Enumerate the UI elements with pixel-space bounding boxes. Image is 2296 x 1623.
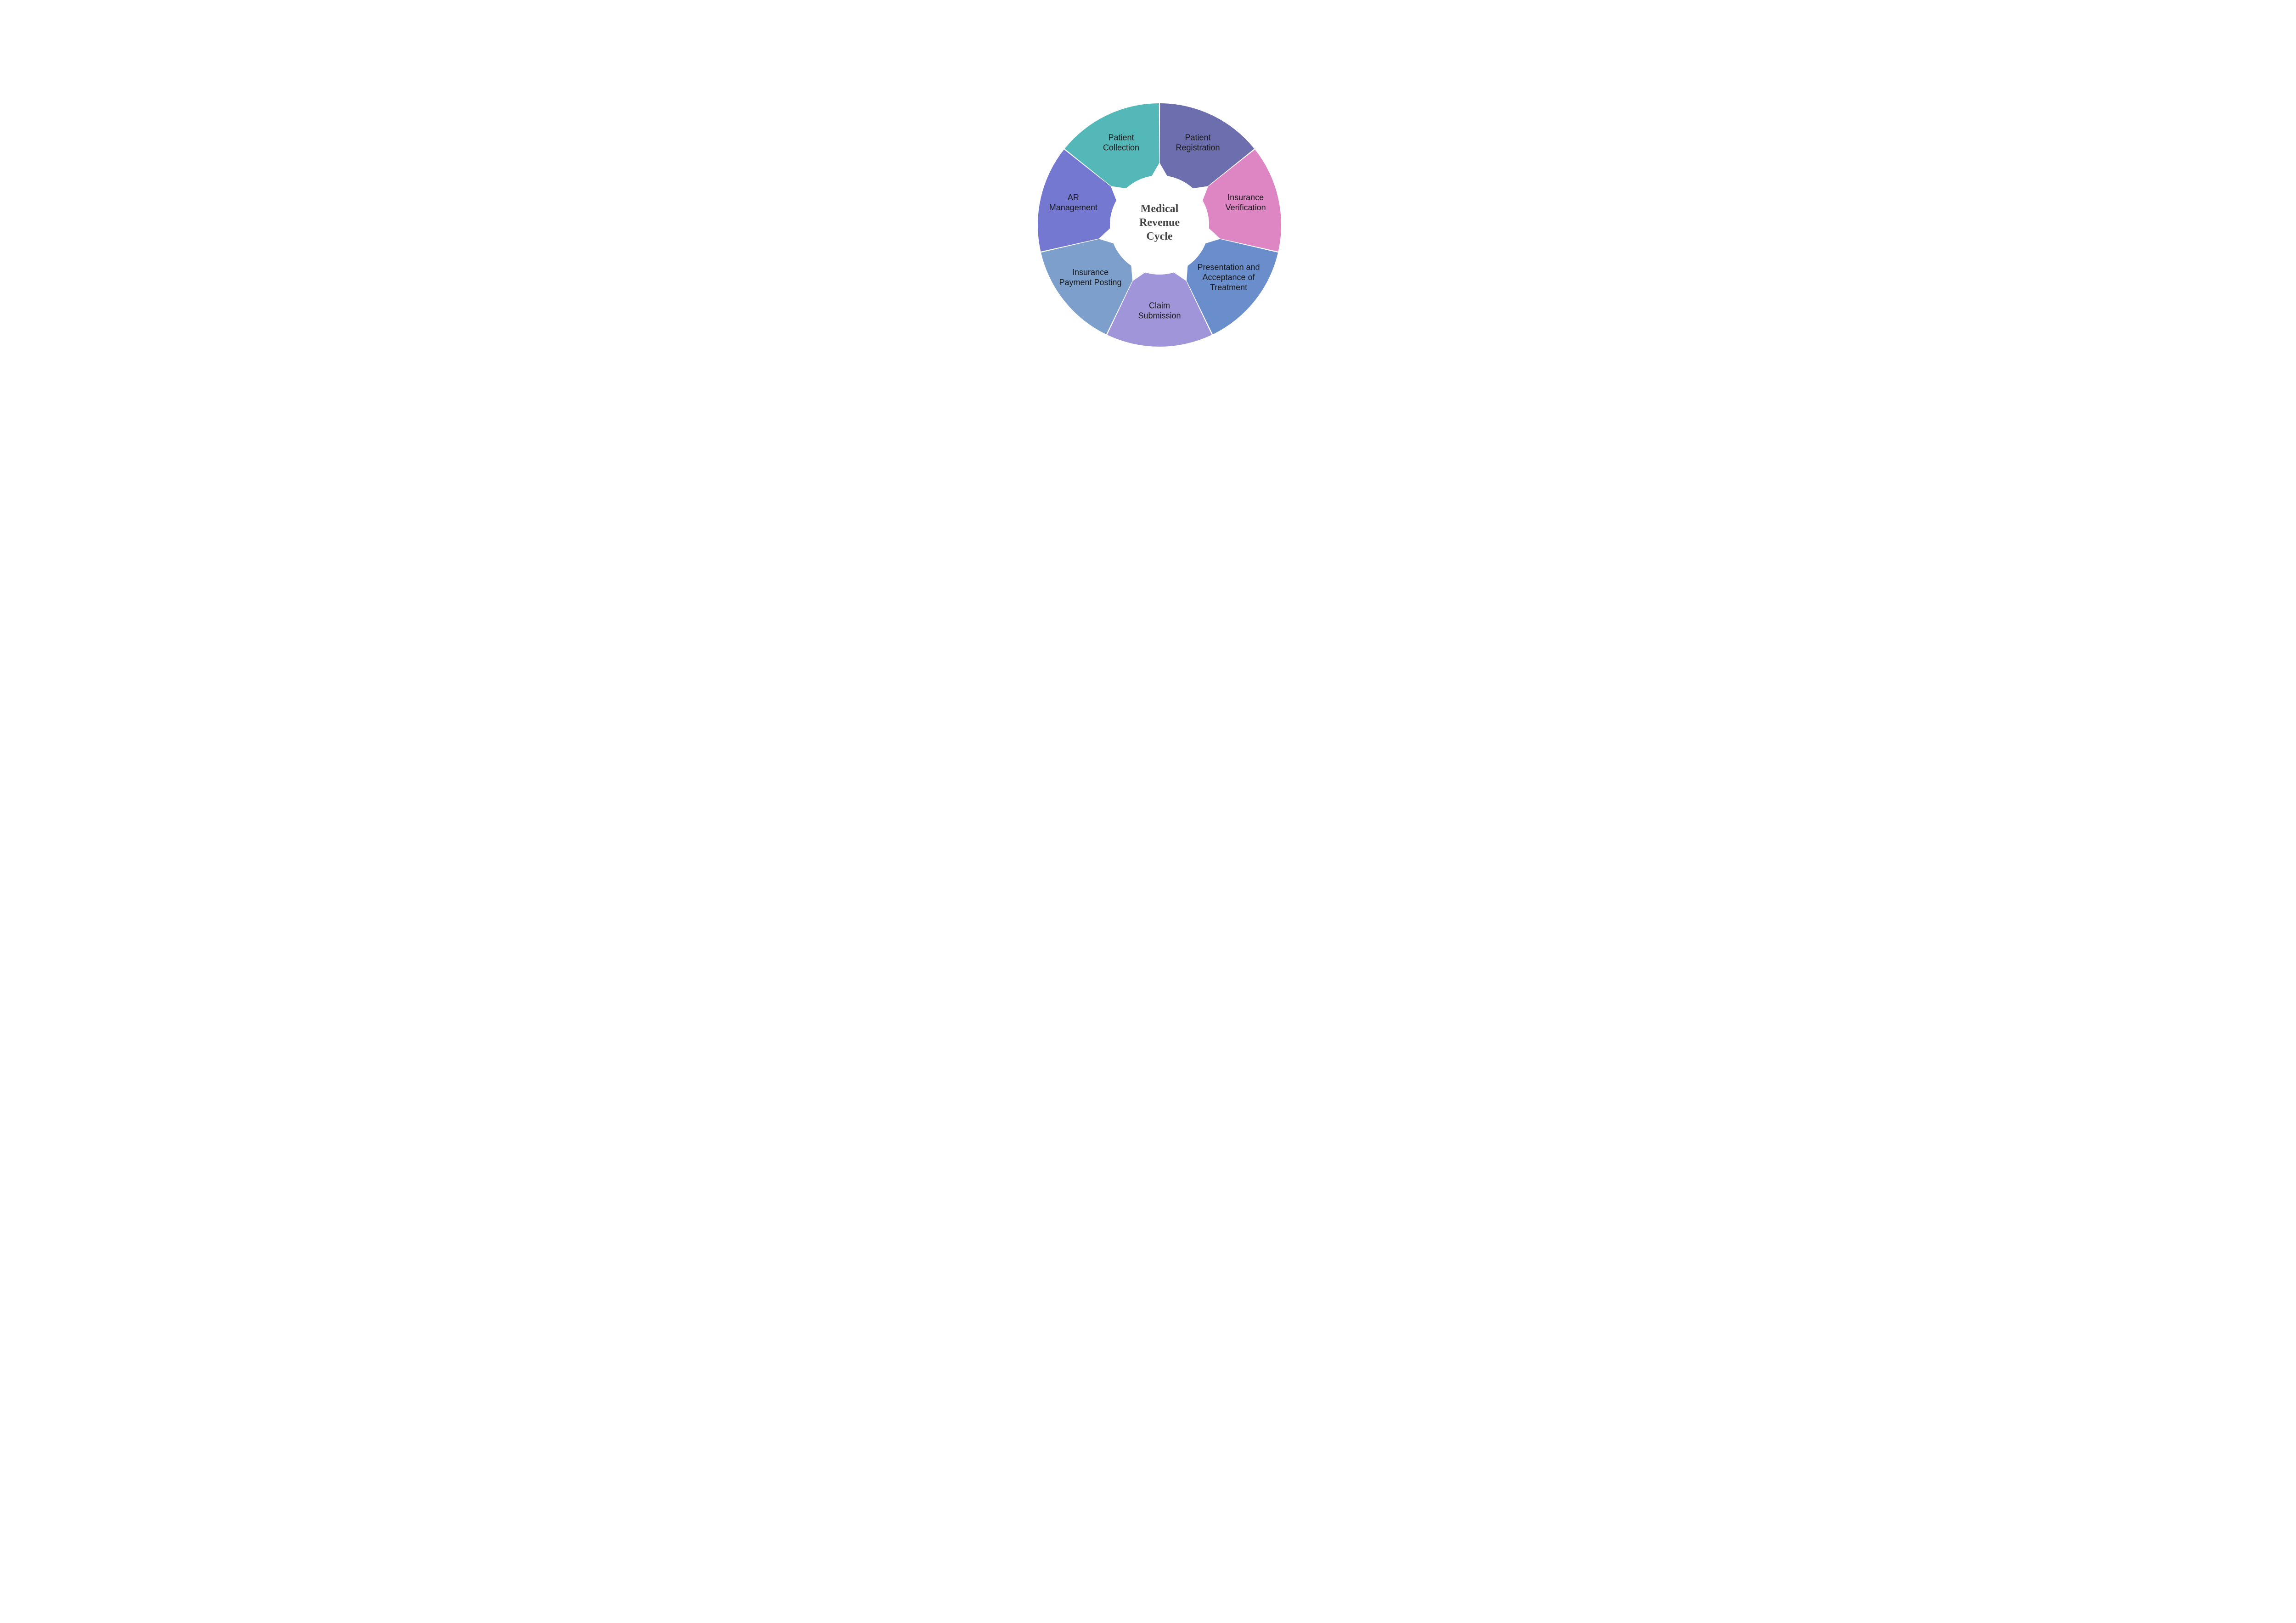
- cycle-ring-svg: PatientRegistrationInsuranceVerification…: [854, 0, 1442, 416]
- segment-label-5-line-1: Management: [1049, 203, 1097, 212]
- segment-label-4-line-1: Payment Posting: [1059, 278, 1121, 287]
- segment-label-0-line-0: Patient: [1185, 133, 1211, 142]
- segment-label-1-line-1: Verification: [1226, 203, 1266, 212]
- segment-label-0-line-1: Registration: [1176, 143, 1220, 152]
- segment-label-3-line-1: Submission: [1138, 311, 1181, 320]
- segment-label-6-line-1: Collection: [1103, 143, 1139, 152]
- center-title-line-2: Cycle: [1146, 230, 1173, 242]
- segment-label-2-line-0: Presentation and: [1197, 263, 1260, 272]
- center-title-line-1: Revenue: [1139, 217, 1180, 229]
- segment-label-2-line-1: Acceptance of: [1202, 273, 1255, 282]
- segment-label-5-line-0: AR: [1068, 193, 1079, 202]
- diagram-canvas: PatientRegistrationInsuranceVerification…: [854, 0, 1442, 416]
- segment-label-1-line-0: Insurance: [1227, 193, 1264, 202]
- segment-label-3-line-0: Claim: [1149, 301, 1170, 310]
- segment-label-6-line-0: Patient: [1108, 133, 1134, 142]
- center-title-line-0: Medical: [1141, 203, 1179, 215]
- segment-label-2-line-2: Treatment: [1210, 283, 1247, 292]
- segment-label-4-line-0: Insurance: [1072, 268, 1109, 277]
